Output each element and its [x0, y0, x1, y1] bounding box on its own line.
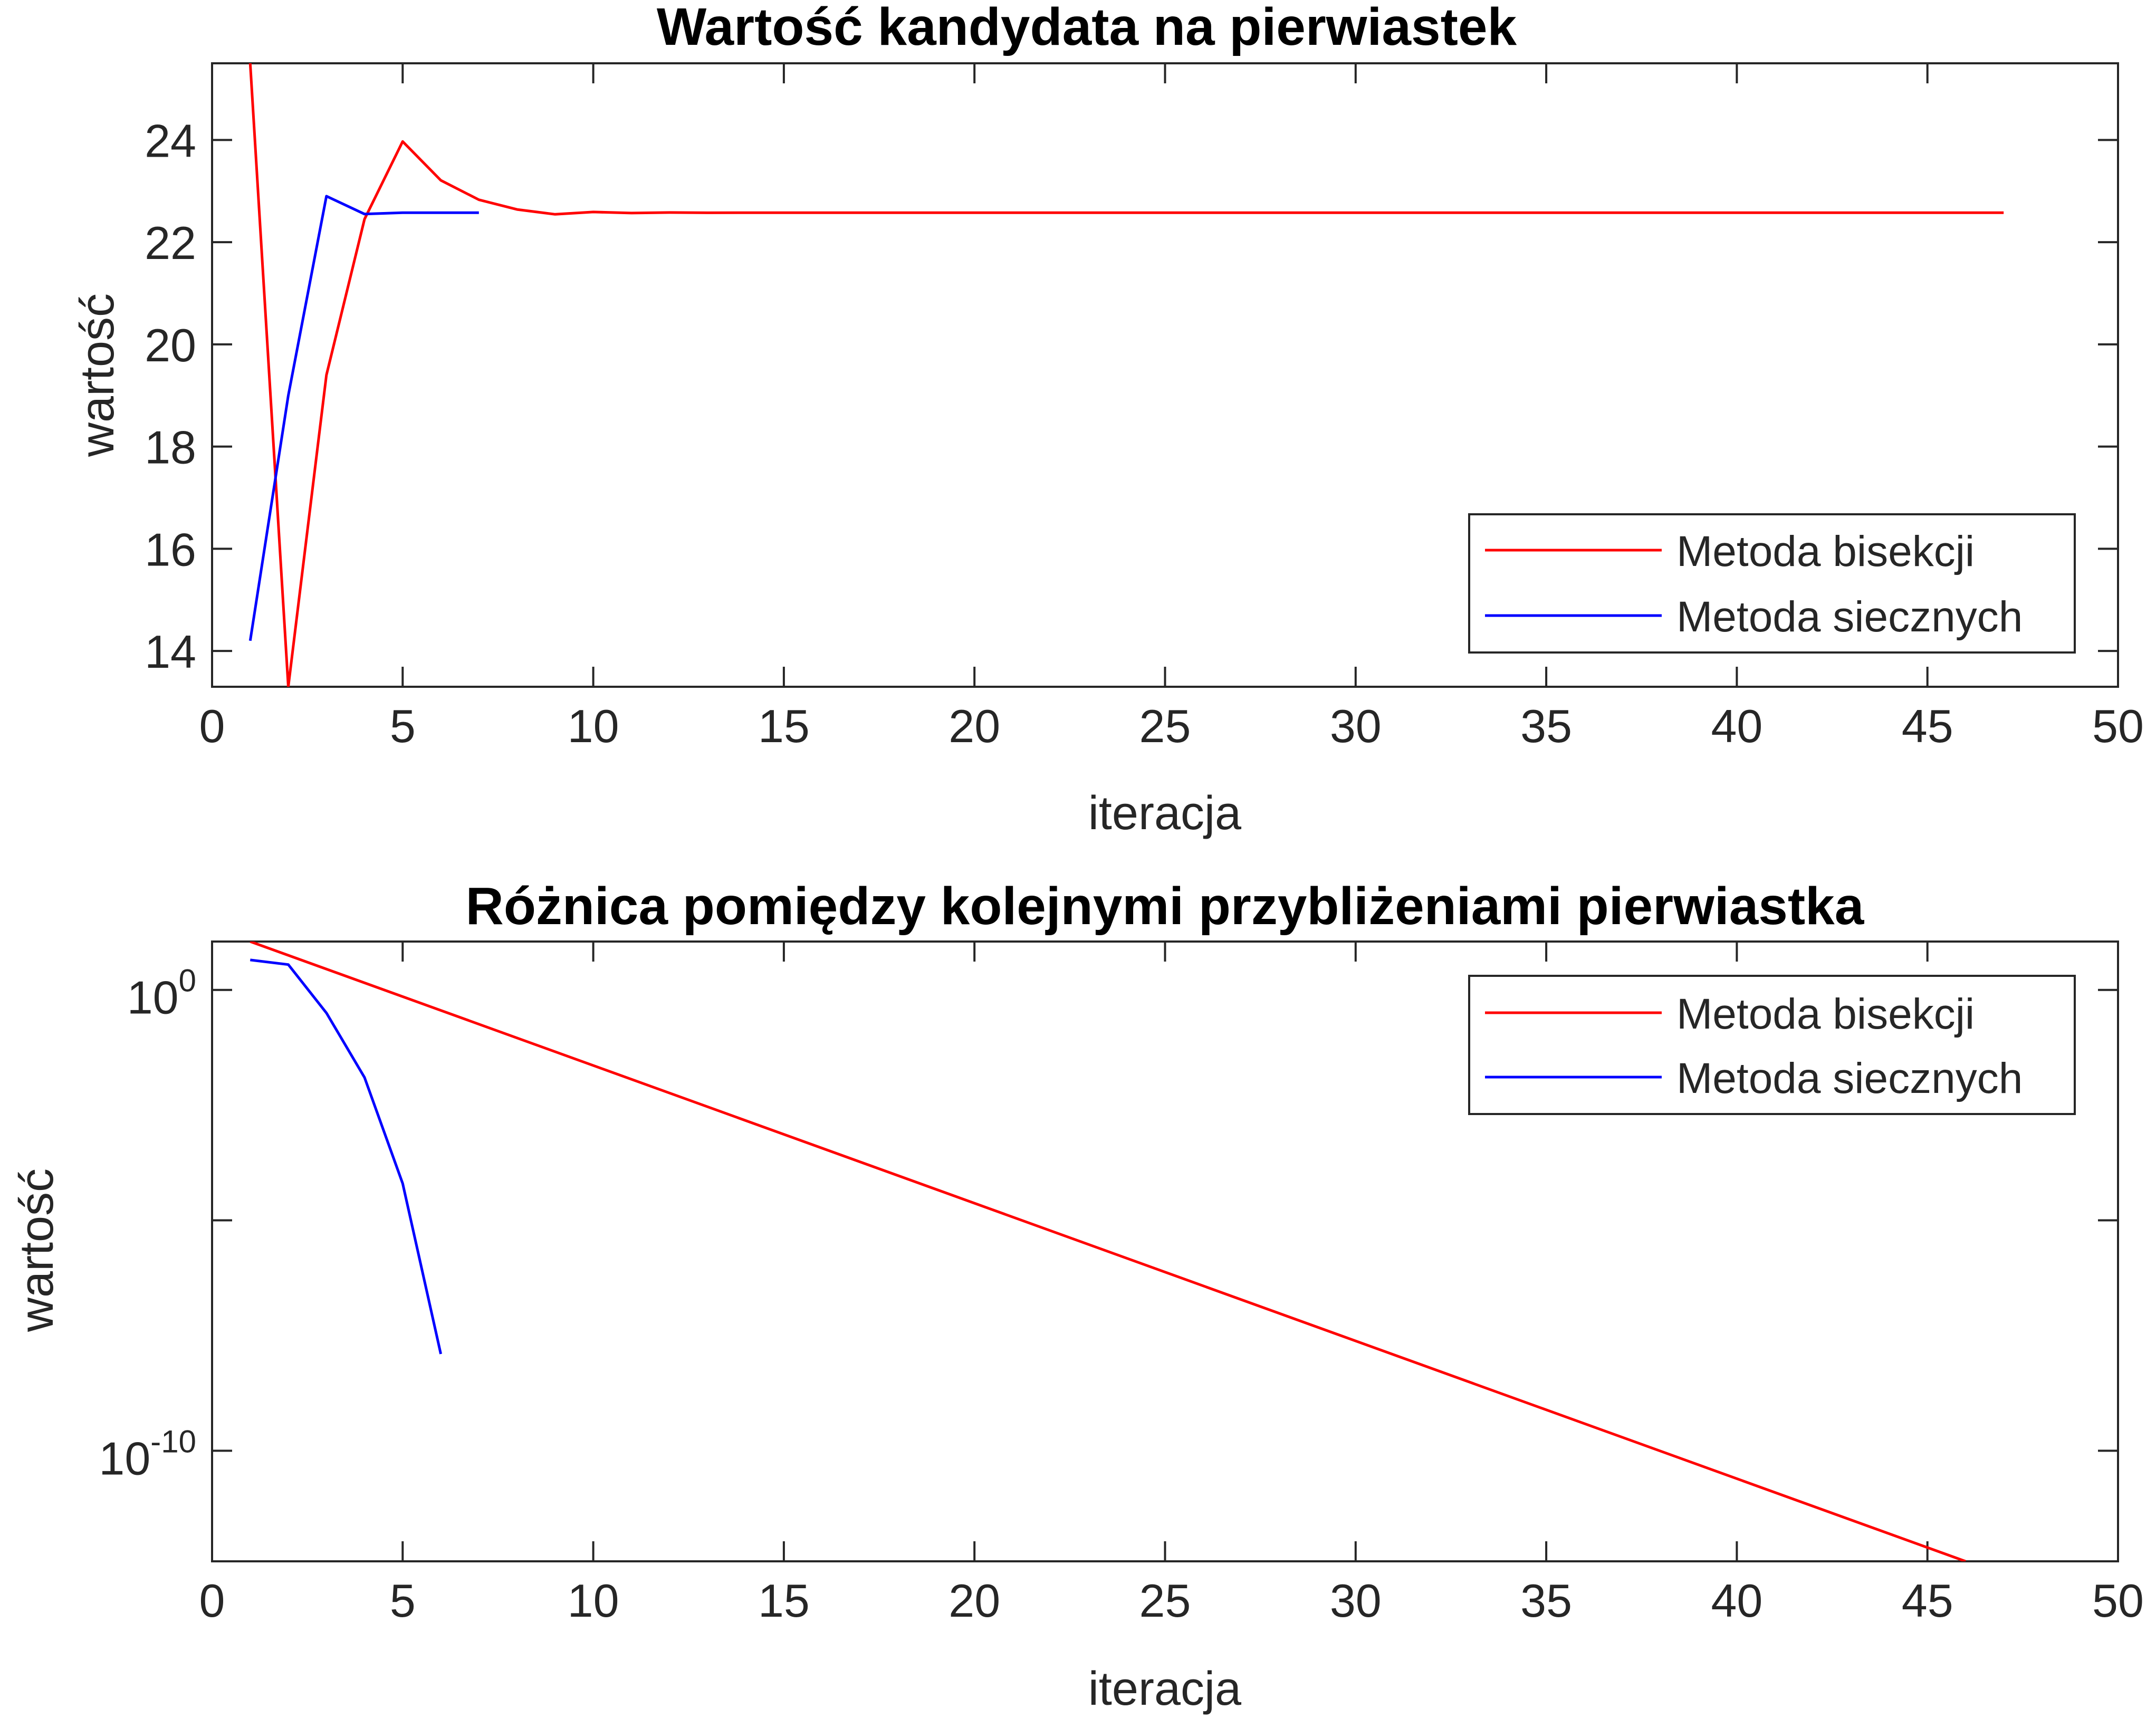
x-tick-label: 40 [1711, 700, 1762, 752]
x-tick-label: 45 [1902, 700, 1953, 752]
y-tick-label: 14 [145, 626, 196, 678]
x-tick-label: 0 [199, 1575, 225, 1627]
top-chart-series [248, 63, 2004, 687]
top-legend-label-bisection: Metoda bisekcji [1676, 527, 1975, 575]
top-legend-label-secant: Metoda siecznych [1676, 593, 2023, 641]
x-tick-label: 25 [1139, 1575, 1191, 1627]
series-line-0 [248, 63, 2004, 687]
x-tick-label: 35 [1520, 700, 1572, 752]
bottom-chart-ylabel: wartość [11, 1168, 63, 1332]
top-chart-ylabel: wartość [71, 293, 124, 457]
y-tick-label: 20 [145, 319, 196, 371]
x-tick-label: 10 [568, 700, 619, 752]
top-chart-xlabel: iteracja [1088, 787, 1242, 840]
y-tick-label: 16 [145, 523, 196, 575]
series-line-1 [248, 195, 479, 641]
top-legend-box [1468, 513, 2076, 654]
x-tick-label: 20 [948, 1575, 1000, 1627]
x-tick-label: 50 [2092, 1575, 2144, 1627]
x-tick-label: 5 [390, 700, 416, 752]
y-tick-label: 24 [145, 114, 196, 167]
top-chart: Wartość kandydata na pierwiastek 0 5 10 15 2… [71, 0, 2144, 840]
y-tick-label: 22 [145, 217, 196, 269]
x-tick-label: 0 [199, 700, 225, 752]
x-tick-label: 30 [1330, 1575, 1382, 1627]
x-tick-label: 20 [948, 700, 1000, 752]
top-chart-title: Wartość kandydata na pierwiastek [657, 0, 1517, 56]
bottom-legend-label-secant: Metoda siecznych [1676, 1054, 2023, 1102]
bottom-legend-box [1468, 975, 2076, 1115]
x-tick-label: 25 [1139, 700, 1191, 752]
bottom-chart-legend: Metoda bisekcji Metoda siecznych [1468, 975, 2076, 1115]
bottom-chart-xlabel: iteracja [1088, 1663, 1242, 1715]
x-tick-label: 45 [1902, 1575, 1953, 1627]
x-tick-label: 15 [758, 1575, 810, 1627]
x-tick-label: 15 [758, 700, 810, 752]
y-tick-label: 100 [127, 963, 196, 1024]
x-tick-label: 30 [1330, 700, 1382, 752]
x-tick-label: 10 [568, 1575, 619, 1627]
x-tick-label: 35 [1520, 1575, 1572, 1627]
series-line-1 [250, 958, 443, 1355]
y-tick-label: 18 [145, 421, 196, 474]
y-tick-label: 10-10 [99, 1424, 196, 1484]
x-tick-label: 50 [2092, 700, 2144, 752]
series-line-0 [250, 942, 1966, 1561]
bottom-chart-series [250, 942, 1966, 1561]
top-chart-legend: Metoda bisekcji Metoda siecznych [1468, 513, 2076, 654]
x-tick-label: 5 [390, 1575, 416, 1627]
x-tick-label: 40 [1711, 1575, 1762, 1627]
top-chart-ticks: 0 5 10 15 20 25 30 35 40 45 50 14 16 18 20 22 24 [145, 63, 2144, 752]
bottom-chart-title: Różnica pomiędzy kolejnymi przybliżeniam… [466, 877, 1865, 936]
bottom-chart: Różnica pomiędzy kolejnymi przybliżeniam… [11, 877, 2144, 1715]
bottom-chart-ticks: 0 5 10 15 20 25 30 35 40 45 50 10-10 100 [99, 942, 2144, 1627]
bottom-legend-label-bisection: Metoda bisekcji [1676, 990, 1975, 1038]
